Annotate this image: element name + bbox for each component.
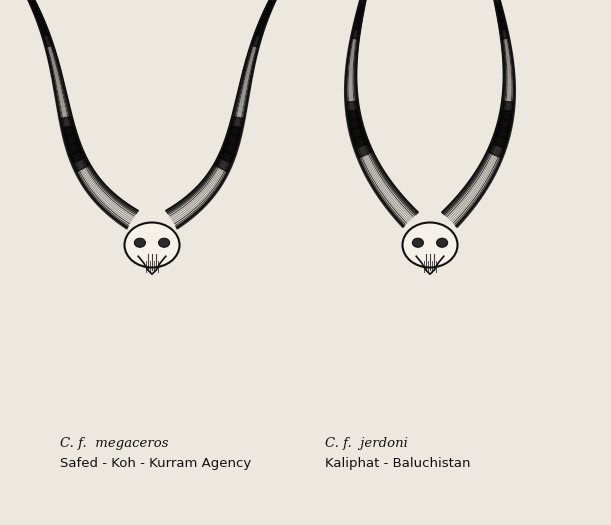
Polygon shape: [488, 135, 507, 158]
Text: Kaliphat - Baluchistan: Kaliphat - Baluchistan: [325, 457, 470, 469]
Polygon shape: [492, 127, 510, 148]
Polygon shape: [214, 151, 234, 172]
Text: C. f.  jerdoni: C. f. jerdoni: [325, 436, 408, 449]
Text: Safed - Koh - Kurram Agency: Safed - Koh - Kurram Agency: [60, 457, 251, 469]
Polygon shape: [349, 119, 365, 139]
Polygon shape: [67, 142, 86, 163]
Ellipse shape: [412, 238, 423, 247]
Polygon shape: [40, 24, 53, 47]
Polygon shape: [35, 13, 49, 36]
Polygon shape: [496, 3, 505, 22]
Ellipse shape: [125, 223, 180, 268]
Polygon shape: [354, 12, 363, 30]
Polygon shape: [60, 117, 76, 136]
Polygon shape: [251, 24, 265, 47]
Polygon shape: [225, 125, 241, 145]
Polygon shape: [24, 0, 40, 14]
Polygon shape: [222, 134, 240, 154]
Polygon shape: [357, 0, 366, 13]
Polygon shape: [65, 134, 82, 154]
Polygon shape: [499, 21, 508, 39]
Polygon shape: [265, 0, 280, 14]
Ellipse shape: [403, 223, 458, 268]
Polygon shape: [255, 13, 269, 36]
Polygon shape: [356, 3, 364, 22]
Polygon shape: [353, 135, 372, 158]
Polygon shape: [347, 110, 362, 129]
Ellipse shape: [134, 238, 145, 247]
Polygon shape: [62, 125, 79, 145]
Polygon shape: [30, 1, 45, 25]
Text: C. f.  megaceros: C. f. megaceros: [60, 436, 169, 449]
Polygon shape: [346, 101, 360, 120]
Polygon shape: [500, 101, 513, 120]
Polygon shape: [228, 117, 243, 136]
Polygon shape: [497, 12, 507, 30]
Polygon shape: [70, 151, 89, 172]
Polygon shape: [497, 110, 513, 129]
Ellipse shape: [159, 238, 170, 247]
Polygon shape: [259, 1, 274, 25]
Polygon shape: [352, 21, 361, 39]
Polygon shape: [219, 142, 237, 163]
Polygon shape: [494, 0, 502, 13]
Polygon shape: [351, 127, 368, 148]
Polygon shape: [495, 119, 511, 139]
Ellipse shape: [437, 238, 448, 247]
